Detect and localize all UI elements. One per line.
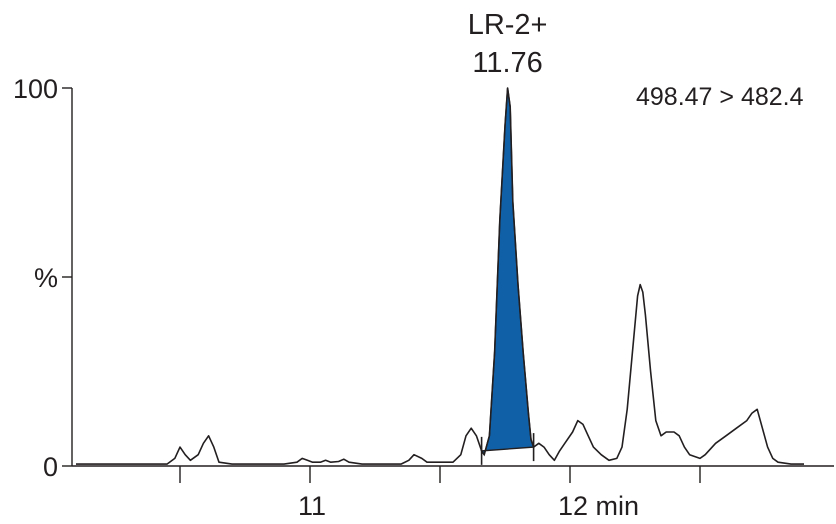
labels: LR-2+ 11.76 498.47 > 482.4	[468, 9, 804, 111]
chromatogram-trace	[76, 87, 804, 465]
peak-retention-time-label: 11.76	[472, 47, 542, 79]
y-tick-label: %	[34, 263, 58, 293]
y-tick-label: 0	[43, 452, 58, 482]
x-tick-label: 12 min	[558, 491, 639, 521]
axes: 100% 0 11 12 min	[13, 74, 834, 521]
y-tick-label: 100	[13, 74, 58, 104]
peak-name-label: LR-2+	[468, 9, 548, 41]
transition-label: 498.47 > 482.4	[636, 83, 804, 111]
integrated-peak-area	[480, 87, 535, 457]
integration-marks	[480, 433, 535, 465]
x-tick-label: 11	[298, 491, 326, 521]
